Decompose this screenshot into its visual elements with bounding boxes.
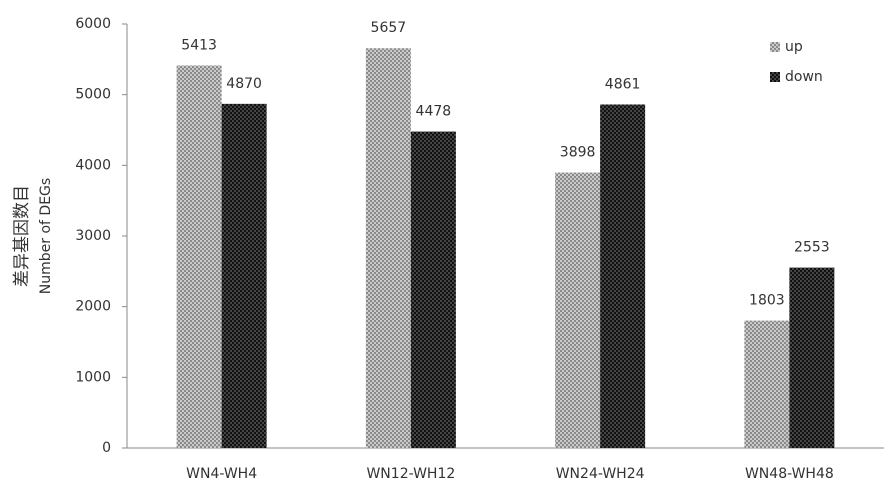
legend-label: up [785,39,803,55]
bar [789,267,835,448]
bar [600,104,646,449]
y-tick-label: 3000 [75,228,111,244]
data-label: 5413 [181,37,217,53]
data-label: 2553 [794,240,830,256]
bar [221,103,267,448]
y-tick-label: 6000 [75,16,111,32]
y-axis-label-cn: 差异基因数目 [12,185,32,287]
y-tick-label: 2000 [75,299,111,315]
x-tick-label: WN4-WH4 [186,466,257,482]
y-tick-label: 0 [102,440,111,456]
data-label: 5657 [371,20,407,36]
bar [744,320,790,448]
legend-swatch [770,72,780,82]
bar [410,131,456,448]
y-tick-label: 5000 [75,87,111,103]
y-axis-label-en: Number of DEGs [38,178,54,294]
bar [555,172,601,449]
x-tick-label: WN24-WH24 [556,466,645,482]
data-label: 4870 [226,76,262,92]
data-label: 4478 [416,104,452,120]
data-label: 1803 [749,293,785,309]
x-tick-label: WN12-WH12 [366,466,455,482]
y-tick-label: 1000 [75,369,111,385]
data-label: 4861 [605,76,641,92]
bar [176,65,222,449]
data-label: 3898 [560,145,596,161]
y-tick-label: 4000 [75,157,111,173]
legend-label: down [785,69,823,85]
x-tick-label: WN48-WH48 [745,466,834,482]
legend-swatch [770,42,780,52]
bar [365,48,411,448]
